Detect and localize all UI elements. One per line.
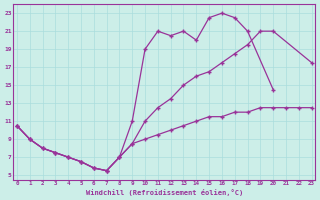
X-axis label: Windchill (Refroidissement éolien,°C): Windchill (Refroidissement éolien,°C) [86,189,243,196]
